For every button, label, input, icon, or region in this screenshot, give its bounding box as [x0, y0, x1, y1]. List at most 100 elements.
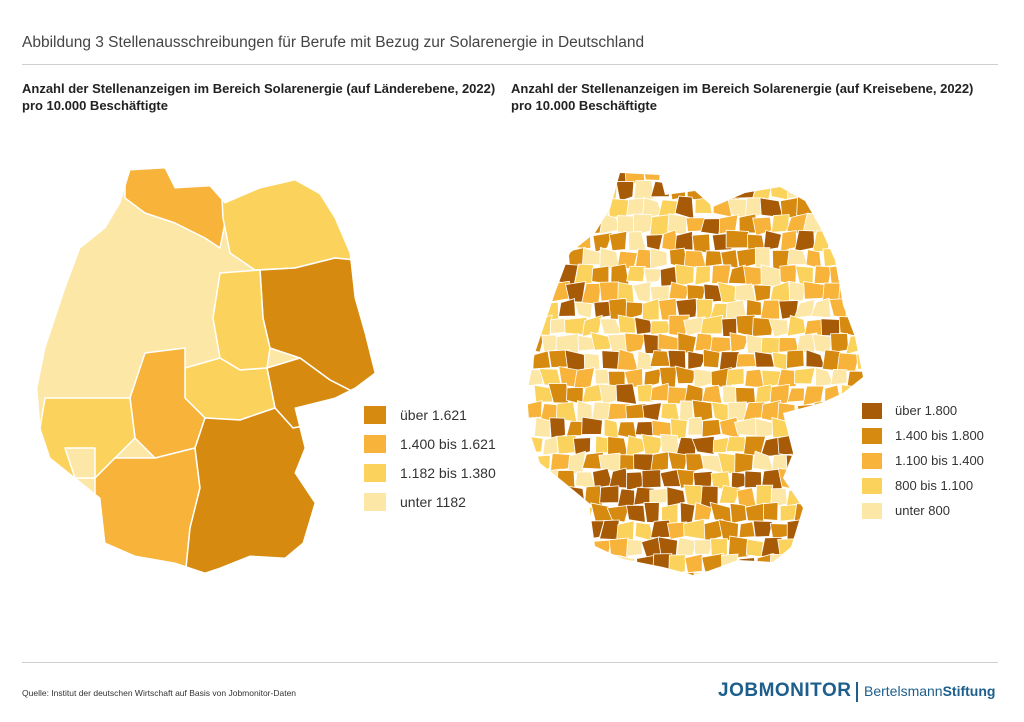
- district-region: [591, 173, 613, 181]
- district-region: [691, 435, 715, 455]
- district-region: [841, 384, 860, 407]
- top-divider: [22, 64, 998, 65]
- district-region: [785, 454, 809, 475]
- district-region: [573, 301, 593, 319]
- district-region: [623, 570, 648, 575]
- district-region: [581, 314, 603, 338]
- district-region: [693, 571, 712, 575]
- district-region: [694, 265, 711, 286]
- district-region: [845, 335, 863, 356]
- legend-swatch: [862, 427, 882, 444]
- district-region: [846, 264, 863, 285]
- district-region: [527, 334, 545, 353]
- state-mecklenburg-vorpommern: [219, 168, 375, 271]
- district-region: [786, 349, 805, 369]
- district-region: [527, 468, 544, 489]
- district-region: [691, 233, 711, 254]
- district-region: [617, 421, 637, 440]
- district-region: [786, 553, 809, 575]
- right-panel-title-line2: pro 10.000 Beschäftigte: [511, 98, 657, 113]
- district-region: [830, 368, 848, 386]
- district-region: [642, 402, 662, 421]
- bertelsmann-logo-part2: Stiftung: [942, 683, 996, 699]
- district-region: [674, 263, 695, 287]
- district-region: [573, 536, 593, 557]
- district-region: [805, 451, 825, 471]
- district-region: [786, 518, 808, 541]
- district-region: [742, 173, 764, 183]
- legend-label: 800 bis 1.100: [895, 478, 974, 493]
- district-region: [598, 281, 620, 302]
- right-legend-item: über 1.800: [862, 398, 984, 423]
- district-region: [590, 331, 613, 351]
- district-region: [530, 286, 553, 303]
- district-region: [845, 300, 863, 319]
- jobmonitor-logo-part1: JOB: [718, 680, 759, 701]
- district-region: [643, 368, 662, 389]
- district-region: [532, 484, 553, 508]
- district-region: [718, 484, 742, 504]
- district-region: [540, 502, 563, 520]
- district-region: [632, 281, 652, 304]
- district-region: [628, 231, 647, 251]
- district-region: [527, 502, 545, 525]
- district-region: [709, 173, 732, 184]
- district-region: [861, 570, 863, 575]
- district-region: [752, 520, 773, 538]
- district-region: [600, 555, 622, 573]
- district-region: [533, 454, 551, 473]
- district-region: [821, 555, 841, 575]
- district-region: [538, 264, 562, 287]
- legend-label: 1.400 bis 1.800: [895, 428, 984, 443]
- district-region: [777, 538, 800, 558]
- right-legend: über 1.800 1.400 bis 1.800 1.100 bis 1.4…: [862, 398, 984, 523]
- district-region: [865, 196, 870, 216]
- district-region: [615, 180, 635, 202]
- district-region: [547, 249, 567, 268]
- district-region: [610, 571, 629, 575]
- district-region: [862, 233, 863, 253]
- district-region: [846, 536, 863, 556]
- district-region: [594, 368, 611, 385]
- district-region: [542, 538, 563, 559]
- district-region: [645, 234, 664, 251]
- figure-title: Abbildung 3 Stellenausschreibungen für B…: [22, 34, 645, 51]
- district-region: [679, 502, 696, 525]
- district-region: [776, 368, 797, 387]
- district-region: [711, 264, 732, 285]
- district-region: [649, 247, 668, 270]
- district-region: [565, 420, 585, 437]
- district-region: [617, 314, 636, 334]
- district-region: [668, 281, 690, 300]
- district-region: [831, 400, 849, 419]
- district-region: [788, 280, 807, 302]
- district-region: [803, 554, 825, 575]
- district-region: [555, 196, 578, 218]
- district-region: [636, 383, 654, 403]
- district-region: [661, 571, 680, 575]
- district-region: [577, 571, 597, 575]
- state-level-map: [36, 167, 376, 574]
- district-region: [606, 504, 630, 523]
- left-legend-item: 1.182 bis 1.380: [364, 458, 496, 487]
- district-region: [720, 553, 739, 575]
- district-region: [832, 571, 852, 575]
- right-panel-title: Anzahl der Stellenanzeigen im Bereich So…: [511, 80, 991, 114]
- district-region: [780, 230, 797, 253]
- district-region: [824, 384, 842, 405]
- district-region: [650, 451, 670, 473]
- district-region: [837, 487, 858, 507]
- district-region: [592, 232, 613, 253]
- district-region: [799, 538, 817, 554]
- district-region: [649, 350, 671, 367]
- district-region: [534, 180, 551, 203]
- district-region: [744, 569, 765, 575]
- district-region: [633, 179, 655, 201]
- district-region: [805, 349, 826, 369]
- district-region: [539, 569, 562, 575]
- district-region: [803, 280, 826, 300]
- district-region: [607, 436, 629, 456]
- district-region: [821, 178, 839, 201]
- district-region: [643, 502, 660, 524]
- district-region: [700, 218, 723, 235]
